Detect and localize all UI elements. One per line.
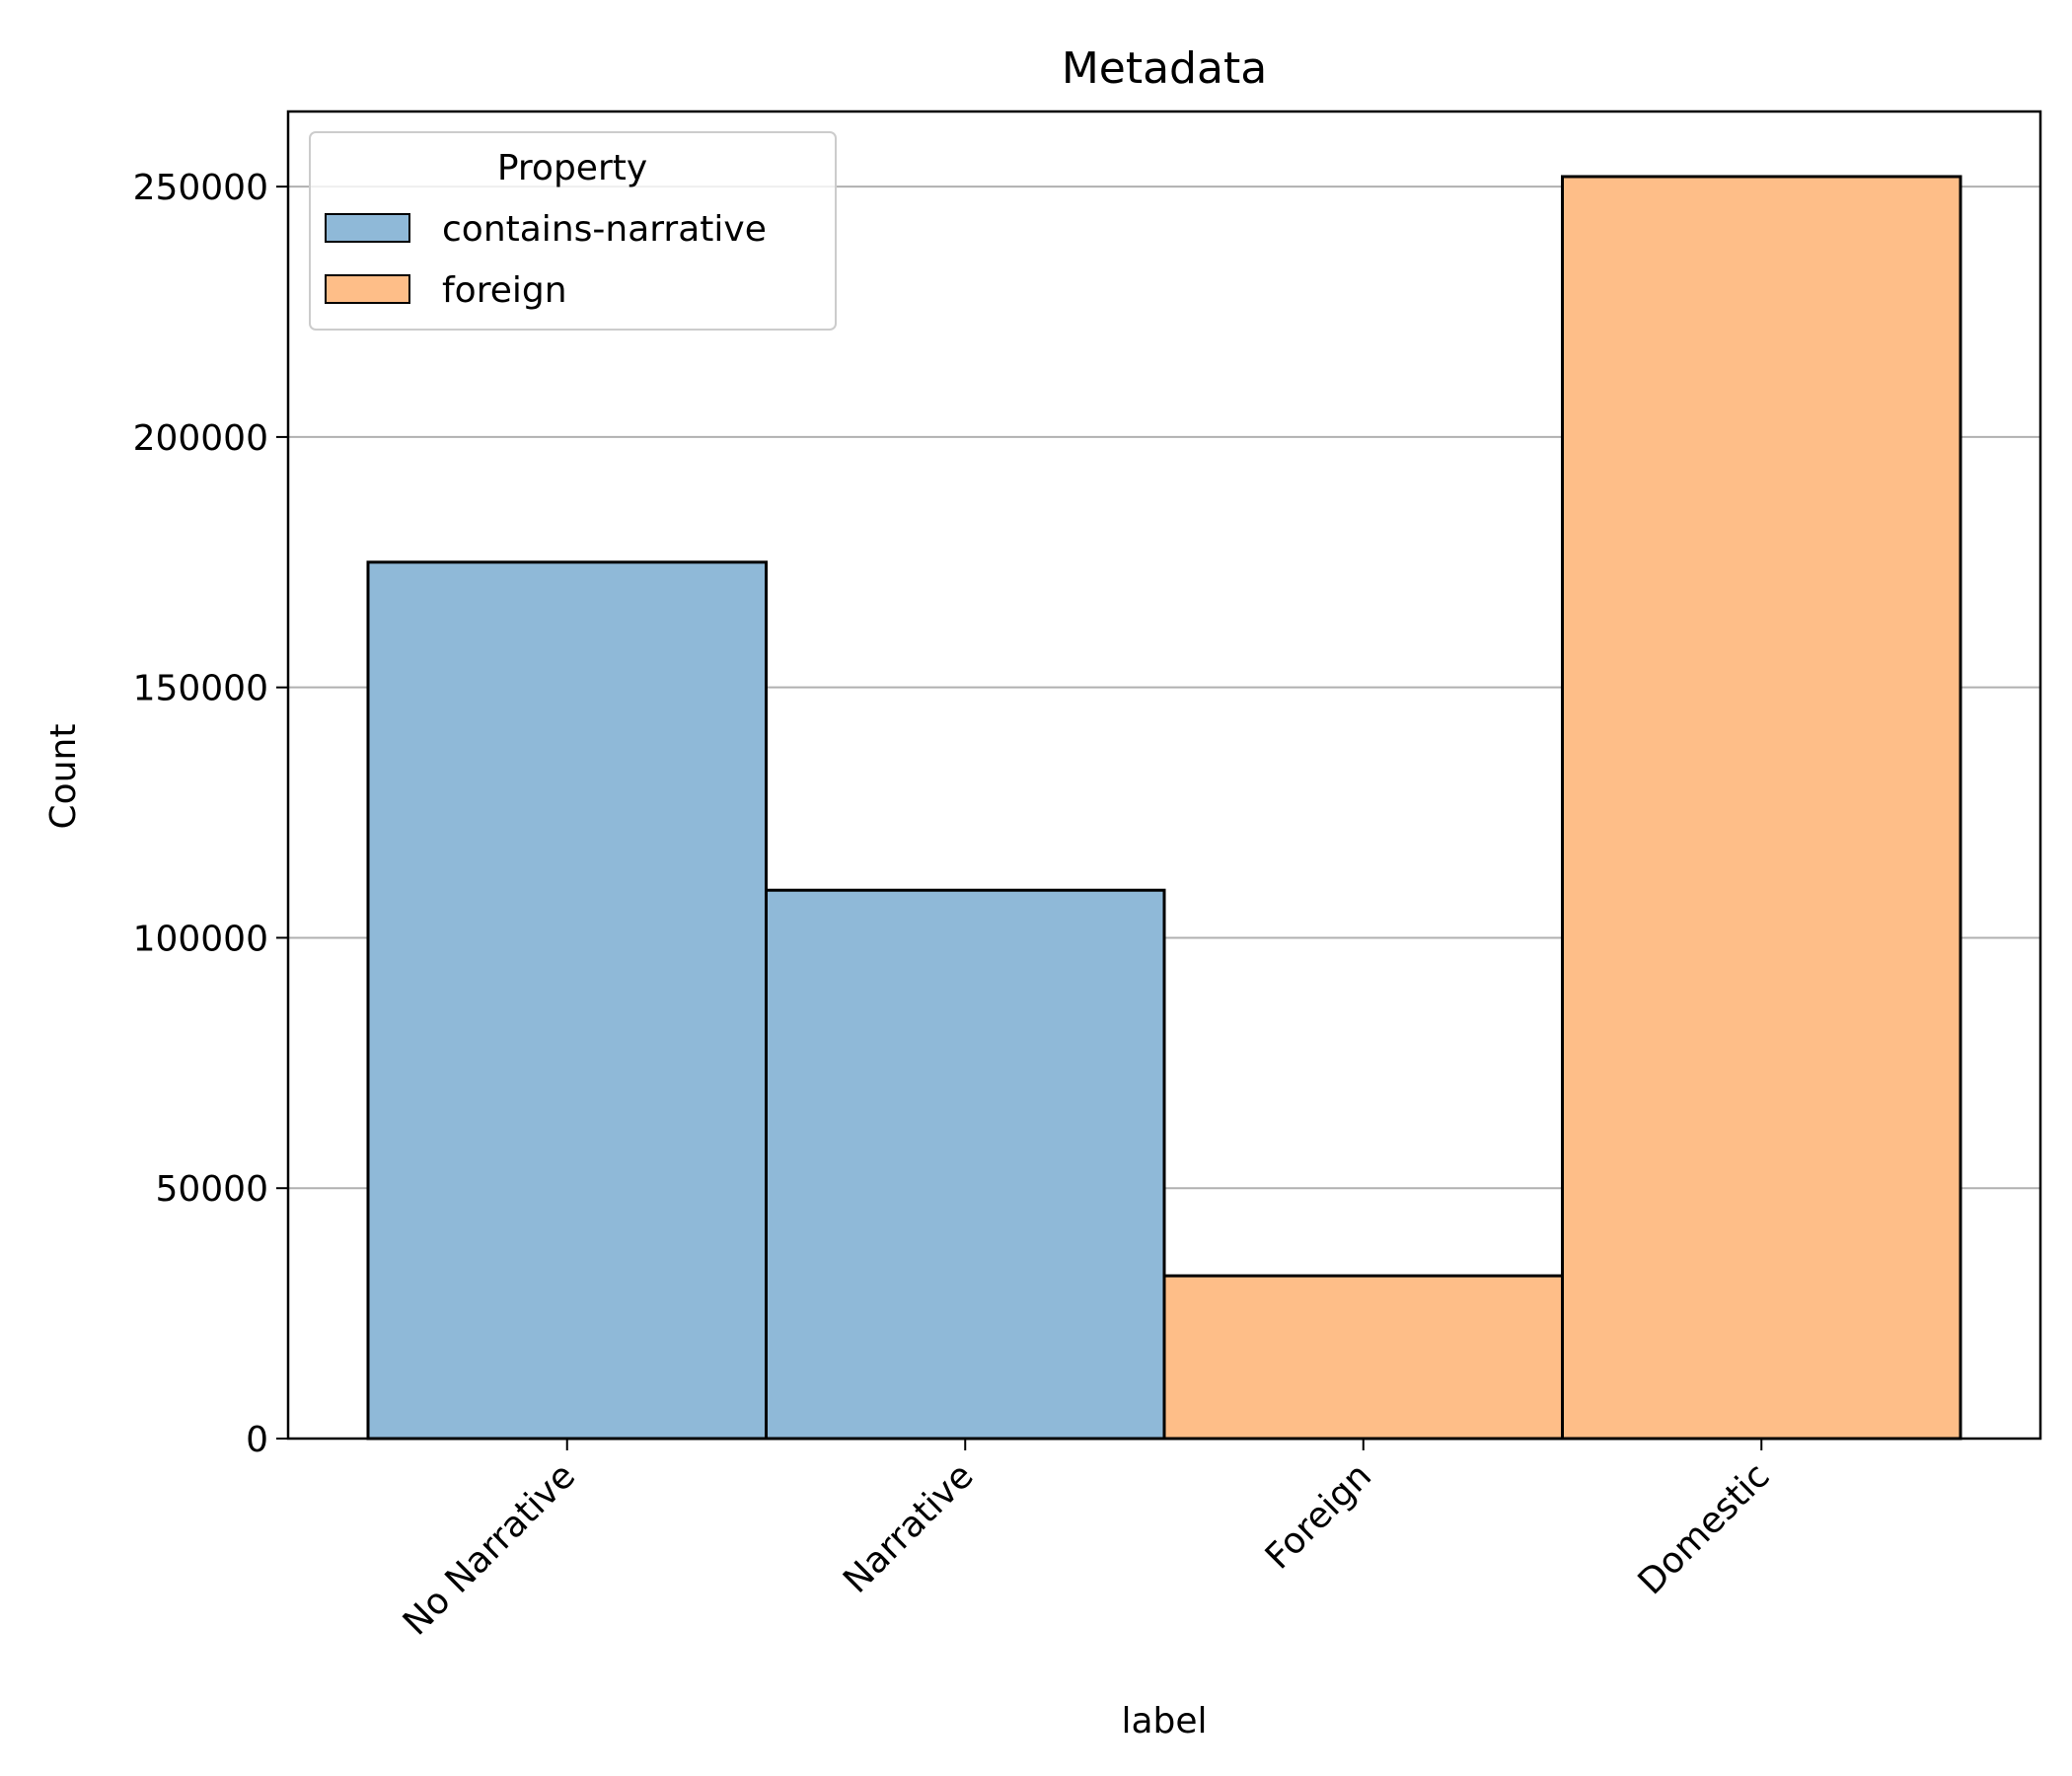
y-axis-label: Count (43, 724, 84, 830)
y-tick-label: 200000 (133, 418, 268, 459)
y-tick-label: 250000 (133, 168, 268, 208)
bars (366, 175, 1962, 1441)
y-tick-label: 150000 (133, 669, 268, 709)
legend-swatch-contains-narrative (325, 213, 410, 243)
legend-label-foreign: foreign (442, 270, 567, 311)
bar-domestic (1561, 175, 1962, 1441)
legend-title: Property (497, 148, 647, 188)
plot-frame (286, 110, 2042, 1441)
bar-no-narrative (366, 560, 768, 1441)
legend: Property contains-narrative foreign (309, 131, 837, 331)
y-axis-ticks: 0 50000 100000 150000 200000 250000 (133, 168, 288, 1460)
y-tick-label: 100000 (133, 919, 268, 959)
legend-swatch-foreign (325, 274, 410, 304)
legend-label-contains-narrative: contains-narrative (442, 209, 767, 250)
bar-foreign (1162, 1274, 1564, 1441)
bar-narrative (765, 888, 1166, 1441)
y-tick-label: 50000 (155, 1169, 268, 1210)
x-axis-label: label (1121, 1701, 1207, 1741)
y-tick-label: 0 (246, 1420, 268, 1460)
legend-box (309, 131, 837, 331)
chart-title: Metadata (1062, 43, 1267, 94)
